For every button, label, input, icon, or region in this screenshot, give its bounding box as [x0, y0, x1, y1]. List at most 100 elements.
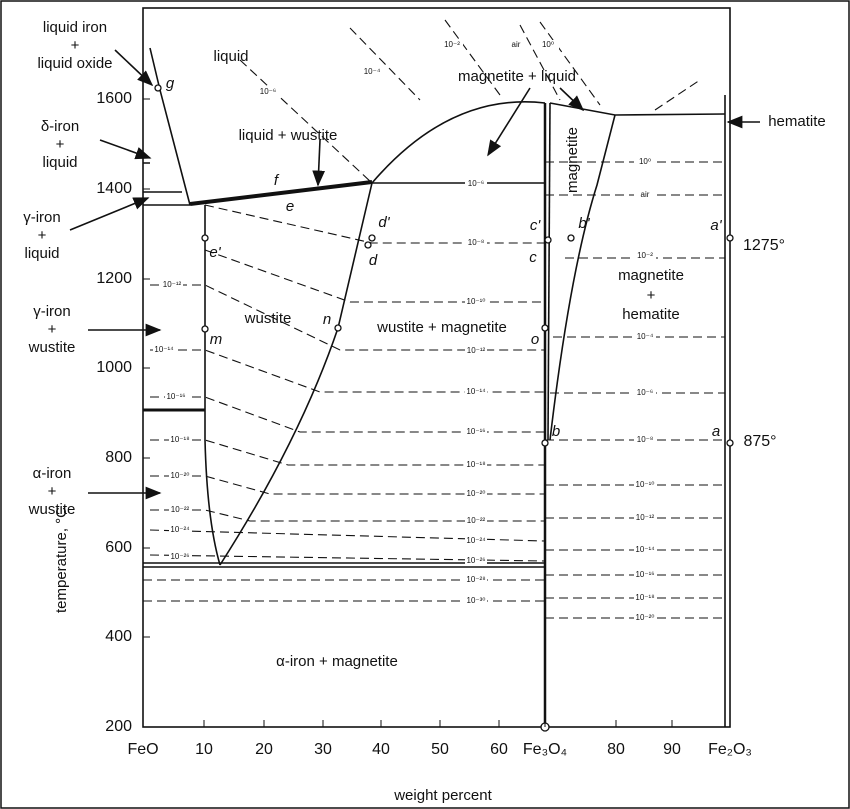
x-tick-label: 10	[195, 741, 213, 758]
pressure-label-bg	[537, 40, 559, 50]
pressure-label: 10⁻¹⁴	[466, 387, 486, 396]
pressure-label-bg	[465, 387, 487, 397]
point-label: e	[286, 198, 294, 215]
point-label: a	[712, 423, 720, 440]
pressure-label-bg	[169, 552, 191, 562]
pressure-label: 10⁻²⁰	[171, 471, 190, 480]
region-label: +	[647, 287, 656, 304]
x-tick-label: 50	[431, 741, 449, 758]
annotation: γ-iron	[23, 209, 61, 226]
annotation: +	[48, 321, 57, 338]
region-label: α-iron + magnetite	[276, 653, 398, 670]
point-label: e'	[209, 244, 221, 261]
annotation-arrows	[69, 49, 760, 500]
y-tick-label: 800	[105, 449, 132, 466]
point-label: b'	[578, 215, 590, 232]
region-label: magnetite + liquid	[458, 68, 576, 85]
pressure-label: 10⁻⁸	[637, 435, 654, 444]
annotation: +	[38, 227, 47, 244]
pressure-label-bg	[634, 157, 656, 167]
y-tick-label: 1200	[96, 270, 132, 287]
pressure-label-bg	[169, 435, 191, 445]
pressure-label: 10⁻¹⁰	[467, 297, 486, 306]
pressure-label-bg	[161, 280, 183, 290]
annotation: +	[56, 136, 65, 153]
pressure-label-bg	[257, 87, 279, 97]
region-label: wustite	[244, 310, 292, 327]
pressure-label: 10⁻²	[444, 40, 460, 49]
pressure-label: 10⁻¹⁶	[466, 427, 485, 436]
x-tick-label: 80	[607, 741, 625, 758]
pressure-label: 10⁻¹²	[163, 280, 182, 289]
pressure-label: 10⁻¹⁸	[466, 460, 485, 469]
pressure-label-bg	[169, 505, 191, 515]
annotation: wustite	[28, 339, 76, 356]
y-tick-label: 1000	[96, 359, 132, 376]
pressure-label: 10⁻¹²	[467, 346, 486, 355]
y-axis-label: temperature, °C	[53, 507, 70, 613]
pressure-label: 10⁻²⁴	[466, 536, 486, 545]
point-label: b	[552, 423, 560, 440]
annotation: γ-iron	[33, 303, 71, 320]
pressure-label: 10⁻⁶	[468, 179, 484, 188]
pressure-label-bg	[169, 471, 191, 481]
pressure-label: air	[512, 40, 521, 49]
pressure-label-bg	[153, 345, 175, 355]
annotation: liquid iron	[43, 19, 107, 36]
pressure-label-bg	[165, 392, 187, 402]
annotation: δ-iron	[41, 118, 79, 135]
pressure-label: 10⁻³⁰	[467, 596, 486, 605]
pressure-label-bg	[465, 556, 487, 566]
region-label: hematite	[622, 306, 680, 323]
pressure-label-bg	[634, 613, 656, 623]
pressure-label: 10⁻⁴	[364, 67, 381, 76]
y-tick-label: 600	[105, 539, 132, 556]
point-label: f	[274, 172, 280, 189]
pressure-label: air	[641, 190, 650, 199]
pressure-label: 10⁻²²	[467, 516, 486, 525]
pressure-label-bg	[634, 480, 656, 490]
point-markers	[154, 84, 734, 732]
pressure-label-bg	[169, 525, 191, 535]
annotation: liquid	[24, 245, 59, 262]
x-tick-label: 60	[490, 741, 508, 758]
x-tick-label: FeO	[127, 741, 158, 758]
phase-lines	[143, 47, 726, 727]
pressure-label-bg	[465, 427, 487, 437]
x-axis-label: weight percent	[393, 787, 492, 804]
temperature-label: 875°	[743, 433, 776, 450]
pressure-label: 10⁻¹⁸	[635, 593, 654, 602]
y-tick-label: 400	[105, 628, 132, 645]
pressure-label-bg	[465, 596, 487, 606]
region-label: wustite + magnetite	[376, 319, 507, 336]
region-label: liquid + wustite	[239, 127, 338, 144]
pressure-label: 10⁰	[639, 157, 651, 166]
annotation: +	[48, 483, 57, 500]
pressure-label: 10⁻⁴	[637, 332, 654, 341]
region-label: magnetite	[618, 267, 684, 284]
x-tick-label: 20	[255, 741, 273, 758]
pressure-label: 10⁻²⁴	[170, 525, 190, 534]
pressure-label: 10⁻¹⁴	[154, 345, 174, 354]
pressure-label: 10⁻¹⁸	[170, 435, 189, 444]
pressure-label-bg	[505, 40, 527, 50]
pressure-label: 10⁻²	[637, 251, 653, 260]
point-label: c	[529, 249, 537, 266]
point-label: a'	[710, 217, 722, 234]
point-label: d'	[378, 214, 390, 231]
temperature-label: 1275°	[743, 237, 785, 254]
pressure-label: 10⁻¹⁴	[635, 545, 655, 554]
y-tick-label: 1400	[96, 180, 132, 197]
region-label: magnetite	[564, 127, 581, 193]
annotation: +	[71, 37, 80, 54]
pressure-label-bg	[465, 460, 487, 470]
pressure-label: 10⁻²⁶	[466, 556, 485, 565]
pressure-label-bg	[634, 332, 656, 342]
annotation: liquid oxide	[37, 55, 112, 72]
pressure-label-bg	[465, 297, 487, 307]
x-tick-label: Fe₃O₄	[523, 741, 567, 758]
pressure-label: 10⁻⁶	[260, 87, 276, 96]
pressure-label-bg	[634, 435, 656, 445]
